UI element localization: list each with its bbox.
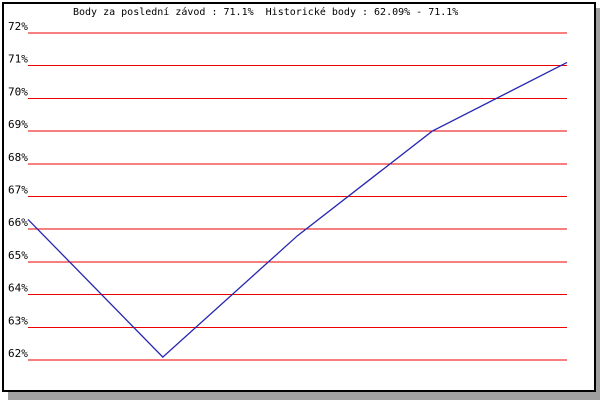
y-tick-label: 63% [8, 314, 28, 327]
window-shadow-bottom [8, 392, 600, 400]
y-tick-label: 65% [8, 249, 28, 262]
window-shadow-right [596, 8, 600, 400]
y-tick-label: 68% [8, 151, 28, 164]
chart-title: Body za poslední závod : 71.1% Historick… [73, 7, 459, 18]
y-tick-label: 64% [8, 282, 28, 295]
y-tick-label: 70% [8, 85, 28, 98]
y-tick-label: 69% [8, 118, 28, 131]
y-tick-label: 72% [8, 20, 28, 33]
y-tick-label: 67% [8, 184, 28, 197]
series-line [27, 61, 568, 359]
y-tick-label: 66% [8, 216, 28, 229]
y-tick-label: 62% [8, 347, 28, 360]
y-tick-label: 71% [8, 53, 28, 66]
